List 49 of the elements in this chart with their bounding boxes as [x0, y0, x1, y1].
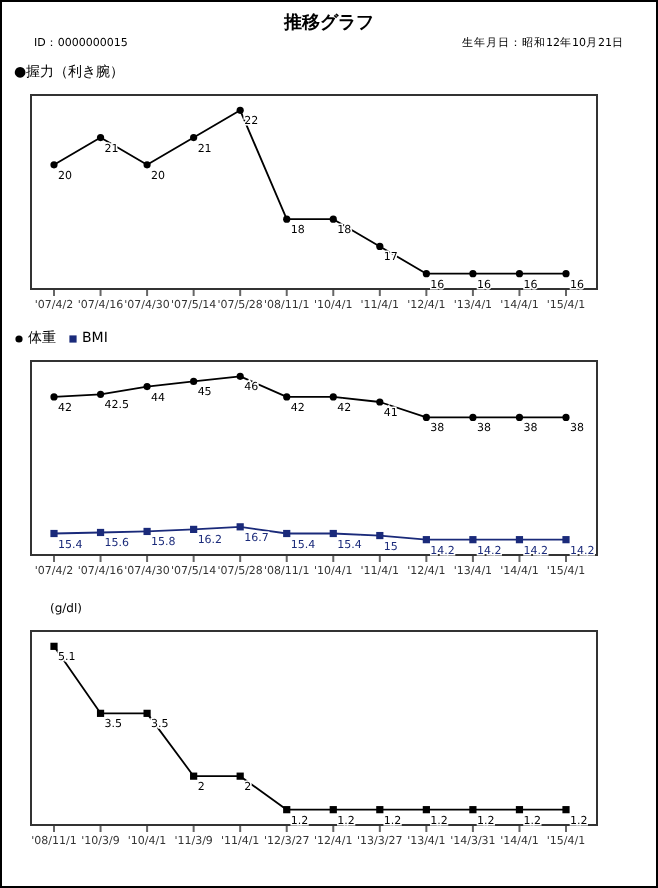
point — [143, 709, 151, 717]
chart-title: 推移グラフ — [282, 11, 376, 36]
point — [50, 642, 58, 650]
point — [283, 806, 291, 814]
point — [283, 215, 291, 223]
point — [329, 529, 337, 538]
point — [469, 413, 477, 422]
point — [469, 270, 477, 278]
point — [376, 398, 384, 406]
point — [96, 133, 105, 142]
point — [236, 523, 244, 531]
point — [96, 528, 105, 537]
point — [422, 413, 430, 422]
point — [515, 806, 524, 814]
point — [515, 270, 524, 278]
point — [329, 215, 337, 223]
point — [143, 383, 151, 391]
point — [376, 806, 384, 814]
point — [96, 390, 105, 398]
point — [236, 772, 244, 780]
point — [376, 242, 384, 251]
point — [469, 536, 477, 544]
point — [562, 270, 570, 278]
point — [515, 536, 524, 544]
point — [236, 372, 244, 380]
point — [376, 531, 384, 540]
point — [236, 106, 244, 114]
point — [562, 413, 570, 422]
point — [422, 806, 430, 814]
point — [50, 161, 58, 169]
point — [329, 806, 337, 814]
point — [143, 161, 151, 169]
point — [562, 536, 570, 544]
point — [143, 527, 151, 536]
point — [469, 806, 477, 814]
point — [283, 529, 291, 538]
point — [283, 393, 291, 401]
point — [190, 133, 198, 142]
point — [96, 709, 105, 717]
point — [190, 377, 198, 386]
point — [190, 772, 198, 780]
point — [50, 393, 58, 401]
point — [329, 393, 337, 401]
point — [50, 529, 58, 538]
point — [422, 270, 430, 278]
point — [422, 536, 430, 544]
point — [562, 806, 570, 814]
point — [190, 525, 198, 533]
point — [515, 413, 524, 422]
